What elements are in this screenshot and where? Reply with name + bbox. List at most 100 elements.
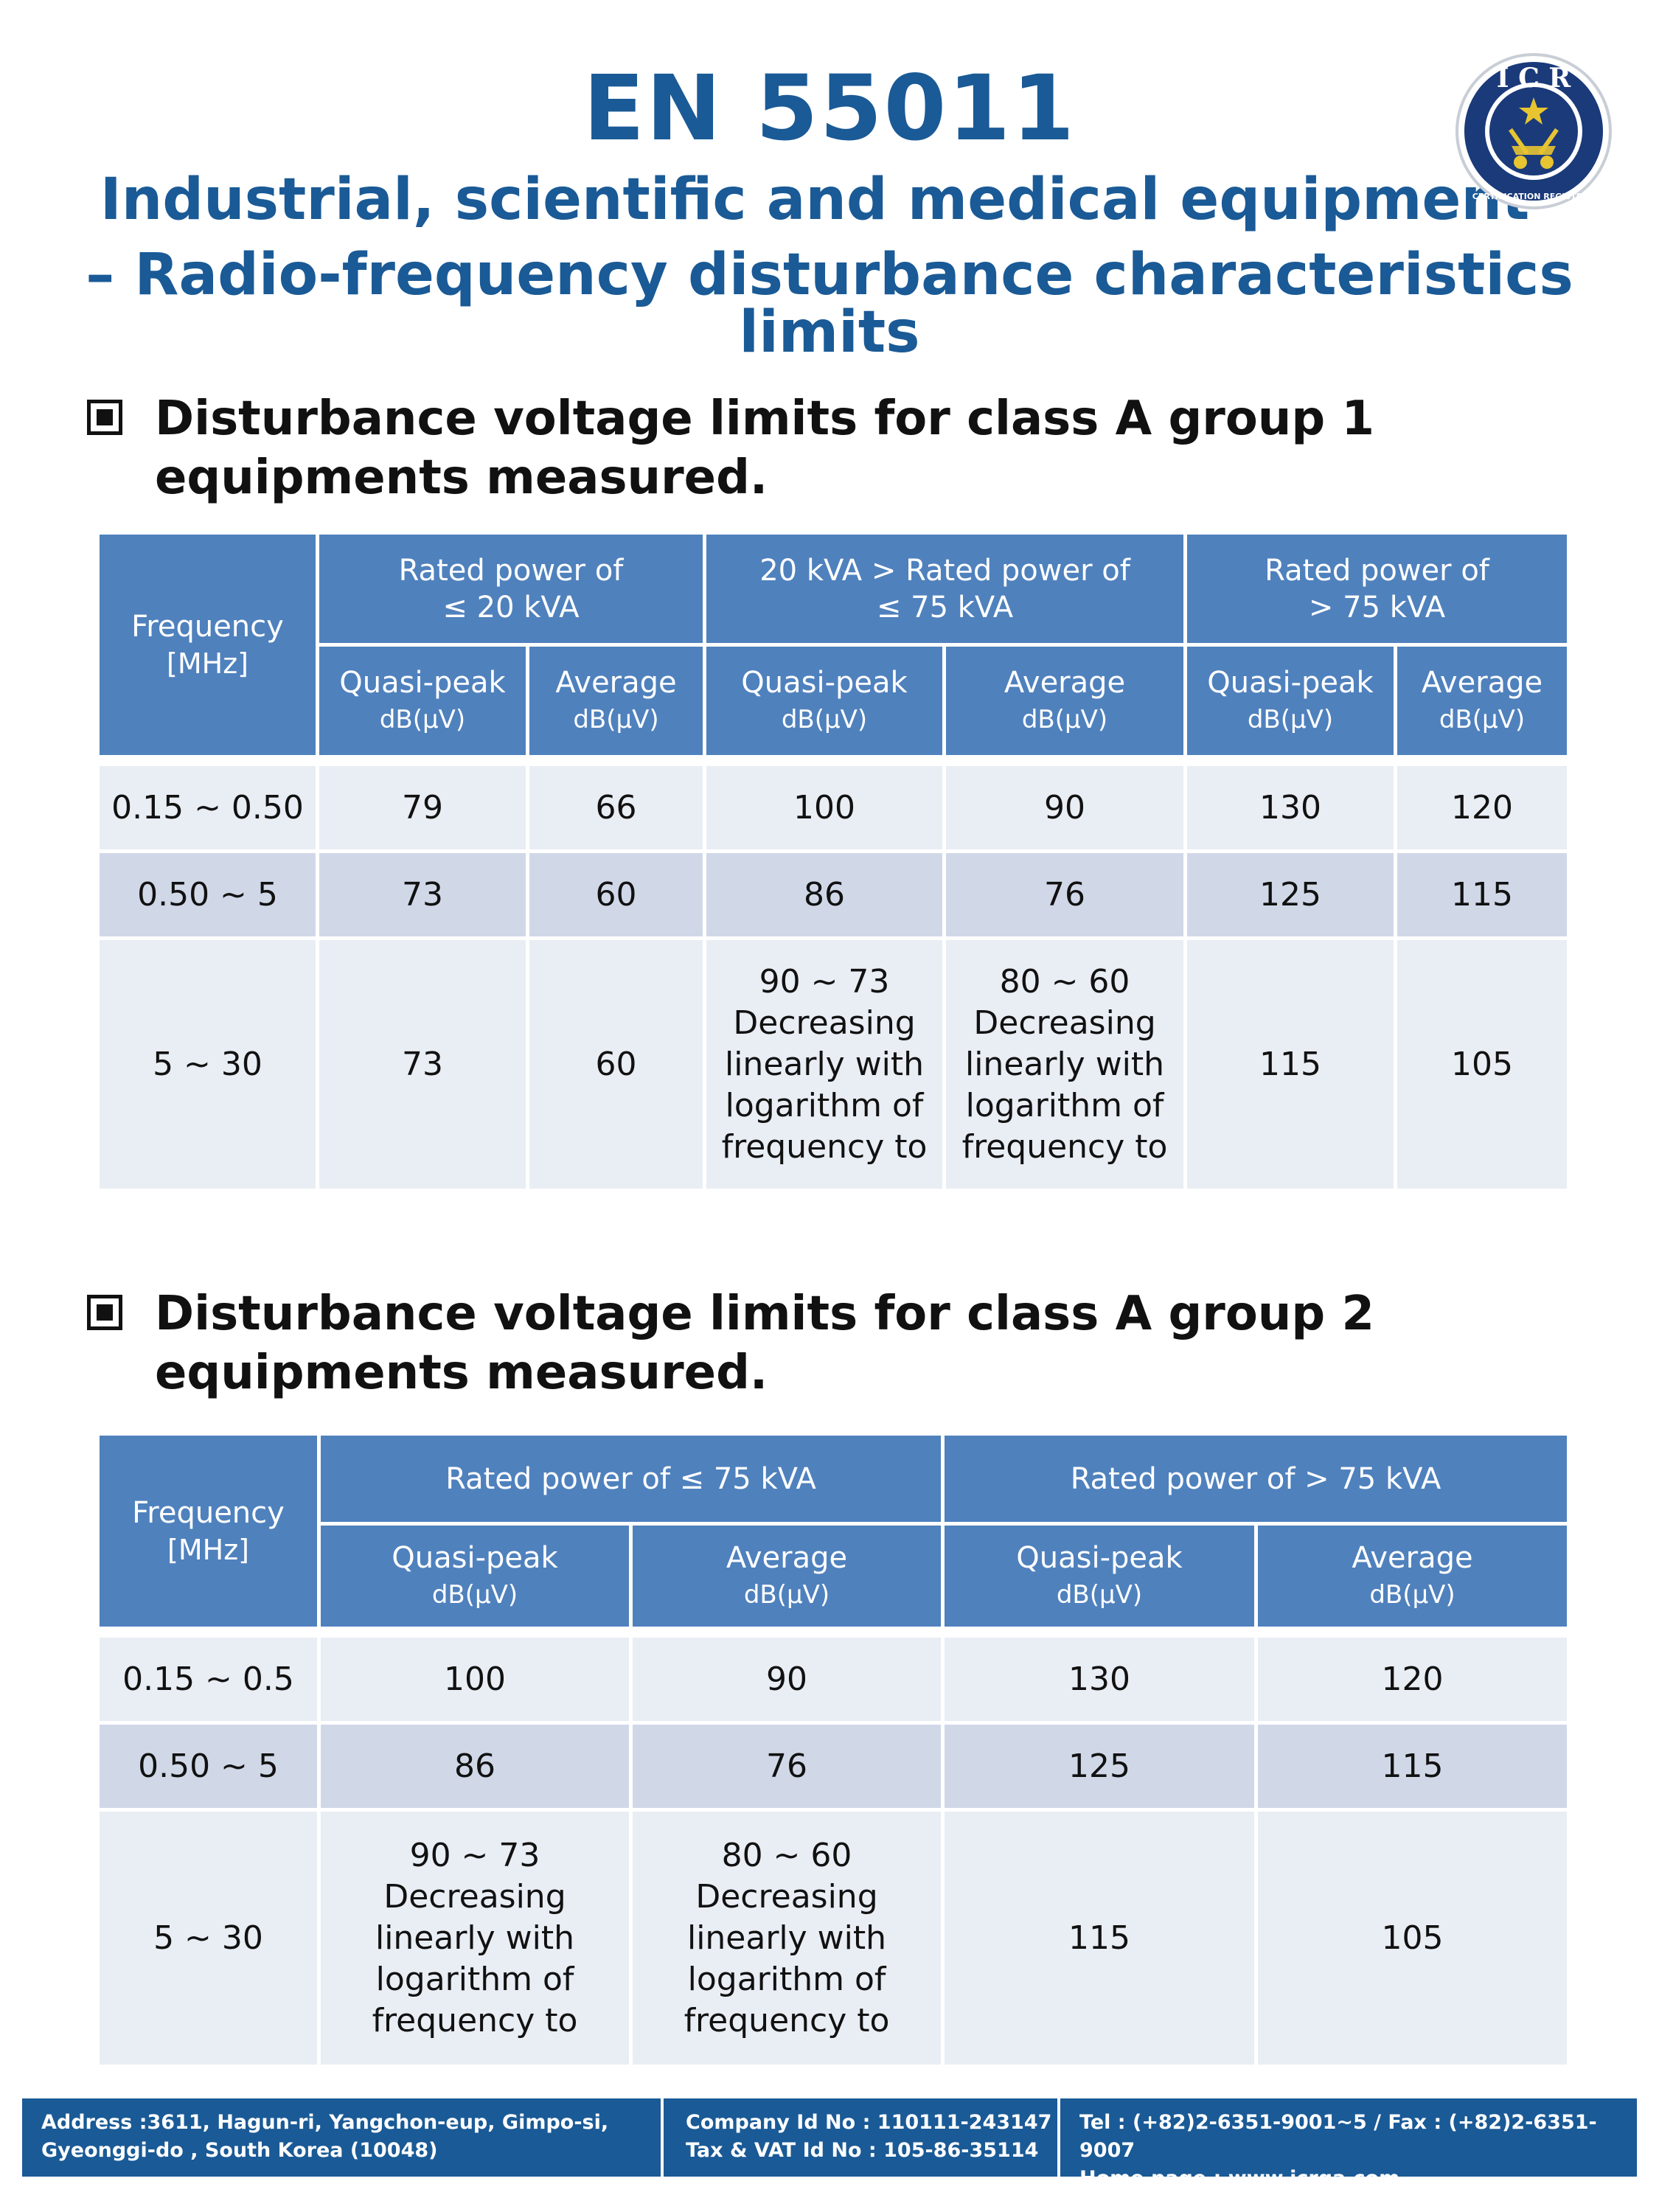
page-title: EN 55011	[582, 56, 1077, 161]
cell-value-multiline: 90 ~ 73 Decreasing linearly with logarit…	[703, 936, 947, 1192]
footer-divider	[661, 2098, 664, 2177]
cell-value: 60	[525, 849, 707, 940]
table-row: 0.50 ~ 5 73 60 86 76 125 115	[96, 849, 1571, 940]
icr-logo: I C R CERTIFICATION REGISTRAR	[1455, 53, 1612, 209]
cell-value: 86	[317, 1721, 633, 1812]
cell-line: Decreasing	[973, 1004, 1156, 1042]
group-header-1: Rated power of ≤ 20 kVA	[315, 531, 707, 647]
frequency-header-label: Frequency	[131, 609, 284, 644]
subheader-unit: dB(μV)	[1369, 1579, 1455, 1610]
svg-text:CERTIFICATION REGISTRAR: CERTIFICATION REGISTRAR	[1472, 192, 1596, 201]
table-row: 0.15 ~ 0.5 100 90 130 120	[96, 1634, 1571, 1725]
subheader-label: Average	[1421, 665, 1543, 700]
subheader-unit: dB(μV)	[1247, 704, 1334, 734]
frequency-header: Frequency [MHz]	[96, 531, 319, 759]
subheader-average: Average dB(μV)	[629, 1522, 945, 1630]
subheader-label: Quasi-peak	[339, 665, 506, 700]
cell-value: 100	[317, 1634, 633, 1725]
cell-value-multiline: 80 ~ 60 Decreasing linearly with logarit…	[942, 936, 1188, 1192]
section-1-heading-text: Disturbance voltage limits for class A g…	[155, 392, 1374, 505]
cell-value: 73	[316, 936, 529, 1192]
frequency-header-label: Frequency	[132, 1495, 285, 1530]
cell-value: 60	[525, 936, 707, 1192]
subheader-quasi-peak: Quasi-peak dB(μV)	[316, 643, 529, 759]
subheader-quasi-peak: Quasi-peak dB(μV)	[317, 1522, 633, 1630]
subheader-unit: dB(μV)	[1439, 704, 1526, 734]
subheader-label: Average	[1004, 665, 1126, 700]
cell-line: frequency to	[372, 2001, 578, 2039]
cell-line: frequency to	[961, 1127, 1168, 1166]
cell-frequency: 0.50 ~ 5	[96, 849, 319, 940]
group-header-3-line2: > 75 kVA	[1308, 590, 1446, 625]
cell-value: 115	[941, 1808, 1258, 2068]
subheader-unit: dB(μV)	[431, 1579, 518, 1610]
footer-contact: Tel : (+82)2-6351-9001~5 / Fax : (+82)2-…	[1079, 2109, 1637, 2193]
cell-value: 120	[1394, 762, 1571, 853]
cell-line: 90 ~ 73	[759, 962, 890, 1001]
frequency-unit: [MHz]	[167, 647, 248, 680]
cell-value-multiline: 90 ~ 73 Decreasing linearly with logarit…	[317, 1808, 633, 2068]
subheader-label: Quasi-peak	[1016, 1540, 1183, 1575]
cell-value: 125	[1183, 849, 1398, 940]
cell-value: 100	[703, 762, 947, 853]
subheader-quasi-peak: Quasi-peak dB(μV)	[1183, 643, 1398, 759]
cell-line: linearly with	[964, 1045, 1165, 1083]
cell-value: 90	[629, 1634, 945, 1725]
cell-value: 125	[941, 1721, 1258, 1812]
footer-divider	[1057, 2098, 1060, 2177]
cell-value: 130	[1183, 762, 1398, 853]
frequency-unit: [MHz]	[167, 1533, 249, 1566]
cell-line: frequency to	[684, 2001, 890, 2039]
cell-value: 115	[1183, 936, 1398, 1192]
subheader-label: Average	[1352, 1540, 1473, 1575]
cell-line: linearly with	[686, 1919, 887, 1957]
subtitle-line-1: Industrial, scientific and medical equip…	[100, 167, 1530, 233]
footer-homepage[interactable]: Home page : www.icrqa.com	[1079, 2167, 1400, 2190]
cell-value: 76	[942, 849, 1188, 940]
footer-tel-fax: Tel : (+82)2-6351-9001~5 / Fax : (+82)2-…	[1079, 2111, 1597, 2162]
cell-line: frequency to	[721, 1127, 928, 1166]
cell-frequency: 0.15 ~ 0.5	[96, 1634, 321, 1725]
cell-frequency: 5 ~ 30	[96, 1808, 321, 2068]
cell-frequency: 0.15 ~ 0.50	[96, 762, 319, 853]
subheader-unit: dB(μV)	[379, 704, 466, 734]
footer-address-line2: Gyeonggi-do , South Korea (10048)	[41, 2139, 438, 2162]
logo-letters: I C R	[1497, 63, 1572, 94]
table-row: 5 ~ 30 90 ~ 73 Decreasing linearly with …	[96, 1808, 1571, 2068]
cell-line: 80 ~ 60	[721, 1836, 852, 1874]
subheader-quasi-peak: Quasi-peak dB(μV)	[941, 1522, 1258, 1630]
cell-line: 80 ~ 60	[999, 962, 1130, 1001]
subtitle-line-2: – Radio-frequency disturbance characteri…	[86, 242, 1573, 366]
footer-company: Company Id No : 110111-243147 Tax & VAT …	[686, 2109, 1051, 2165]
subheader-label: Quasi-peak	[1207, 665, 1374, 700]
group-header-2: 20 kVA > Rated power of ≤ 75 kVA	[703, 531, 1188, 647]
table-row: 5 ~ 30 73 60 90 ~ 73 Decreasing linearly…	[96, 936, 1571, 1192]
footer-address: Address :3611, Hagun-ri, Yangchon-eup, G…	[41, 2109, 608, 2165]
subheader-unit: dB(μV)	[781, 704, 868, 734]
subheader-quasi-peak: Quasi-peak dB(μV)	[703, 643, 947, 759]
subheader-unit: dB(μV)	[743, 1579, 830, 1610]
subheader-average: Average dB(μV)	[1254, 1522, 1571, 1630]
group-header-1: Rated power of ≤ 75 kVA	[317, 1432, 945, 1526]
subheader-label: Quasi-peak	[392, 1540, 558, 1575]
square-bullet-icon	[87, 1295, 122, 1330]
cell-value-multiline: 80 ~ 60 Decreasing linearly with logarit…	[629, 1808, 945, 2068]
subheader-unit: dB(μV)	[1056, 1579, 1143, 1610]
footer-company-id: Company Id No : 110111-243147	[686, 2111, 1052, 2134]
cell-value: 79	[316, 762, 529, 853]
group-header-3: Rated power of > 75 kVA	[1183, 531, 1571, 647]
footer-address-line1: Address :3611, Hagun-ri, Yangchon-eup, G…	[41, 2111, 609, 2134]
subheader-average: Average dB(μV)	[525, 643, 707, 759]
group-header-2: Rated power of > 75 kVA	[941, 1432, 1571, 1526]
footer-tax-id: Tax & VAT Id No : 105-86-35114	[686, 2139, 1039, 2162]
cell-line: Decreasing	[733, 1004, 916, 1042]
frequency-header: Frequency [MHz]	[96, 1432, 321, 1630]
cell-line: Decreasing	[695, 1877, 878, 1916]
subheader-average: Average dB(μV)	[942, 643, 1188, 759]
cell-line: logarithm of	[965, 1086, 1164, 1124]
cell-value: 73	[316, 849, 529, 940]
table-row: 0.50 ~ 5 86 76 125 115	[96, 1721, 1571, 1812]
footer-bar: Address :3611, Hagun-ri, Yangchon-eup, G…	[22, 2098, 1637, 2190]
subheader-label: Average	[555, 665, 677, 700]
cell-value: 130	[941, 1634, 1258, 1725]
